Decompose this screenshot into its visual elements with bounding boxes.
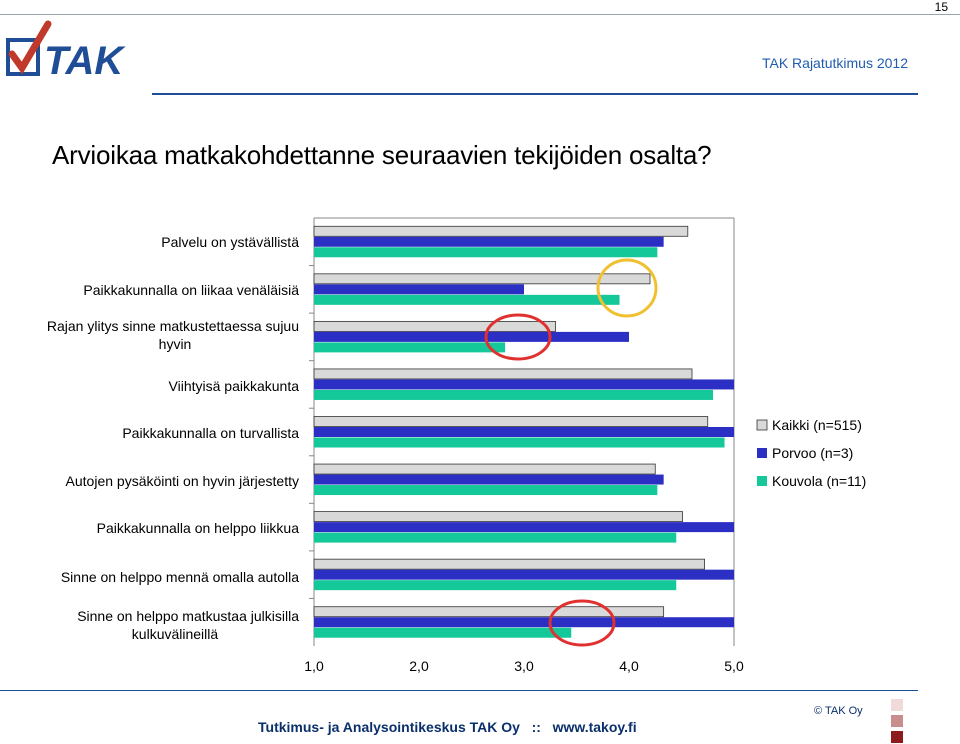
bar-kaikki xyxy=(313,320,556,332)
report-title: TAK Rajatutkimus 2012 xyxy=(761,55,908,71)
bar-kaikki xyxy=(313,558,706,570)
legend-swatch xyxy=(757,476,767,486)
legend-swatch xyxy=(757,448,767,458)
slide-heading: Arvioikaa matkakohdettanne seuraavien te… xyxy=(52,140,712,170)
bar-kouvola xyxy=(314,342,506,353)
bar-kouvola xyxy=(314,627,572,638)
bar-kaikki xyxy=(313,273,651,285)
category-label: Sinne on helppo matkustaa julkisilla kulk… xyxy=(77,608,299,642)
bar-kouvola xyxy=(314,580,677,591)
legend-label: Kouvola (n=11) xyxy=(772,473,866,489)
bar-porvoo xyxy=(314,617,734,628)
footer-org: Tutkimus- ja Analysointikeskus TAK Oy ::… xyxy=(258,719,637,735)
header-top-rule xyxy=(0,14,960,15)
bar-porvoo xyxy=(314,379,734,390)
header-rule xyxy=(152,93,918,95)
bar-kaikki xyxy=(313,368,693,380)
bar-kouvola xyxy=(314,437,725,448)
legend-swatch xyxy=(756,419,768,431)
bar-kouvola xyxy=(314,389,713,400)
bar-kouvola xyxy=(314,294,620,305)
legend-label: Porvoo (n=3) xyxy=(772,445,853,461)
bar-porvoo xyxy=(314,569,734,580)
category-label: Palvelu on ystävällistä xyxy=(161,234,299,250)
legend-label: Kaikki (n=515) xyxy=(772,417,862,433)
bar-kaikki xyxy=(313,511,683,523)
annotation-circle xyxy=(548,599,616,647)
tak-logo: TAK xyxy=(6,20,126,80)
category-label: Paikkakunnalla on turvallista xyxy=(122,425,299,441)
decor-square-dark xyxy=(891,731,903,743)
category-label: Autojen pysäköinti on hyvin järjestetty xyxy=(66,473,299,489)
annotation-circle xyxy=(596,258,658,318)
x-tick-label: 3,0 xyxy=(514,658,534,674)
decor-square-light xyxy=(891,699,903,711)
bar-kaikki xyxy=(313,463,656,475)
svg-text:TAK: TAK xyxy=(44,39,126,80)
bar-porvoo xyxy=(314,474,664,485)
decor-square-mid xyxy=(891,715,903,727)
annotation-circle xyxy=(484,313,552,361)
category-label: Rajan ylitys sinne matkustettaessa sujuu… xyxy=(47,318,299,352)
bar-kouvola xyxy=(314,485,658,496)
x-tick-label: 5,0 xyxy=(724,658,744,674)
copyright: © TAK Oy xyxy=(814,705,863,717)
footer-rule xyxy=(0,690,918,691)
bar-kaikki xyxy=(313,416,709,427)
bar-porvoo xyxy=(314,236,664,247)
x-tick-label: 2,0 xyxy=(409,658,429,674)
x-tick-label: 1,0 xyxy=(304,658,324,674)
bar-porvoo xyxy=(314,427,734,437)
bar-porvoo xyxy=(314,284,524,295)
category-label: Paikkakunnalla on liikaa venäläisiä xyxy=(83,282,299,298)
bar-porvoo xyxy=(314,331,629,342)
bar-kaikki xyxy=(313,606,665,618)
category-label: Sinne on helppo mennä omalla autolla xyxy=(61,569,299,585)
bar-kouvola xyxy=(314,247,658,258)
category-label: Viihtyisä paikkakunta xyxy=(169,378,300,394)
x-tick-label: 4,0 xyxy=(619,658,639,674)
bar-porvoo xyxy=(314,522,734,533)
page-number: 15 xyxy=(934,0,948,14)
category-label: Paikkakunnalla on helppo liikkua xyxy=(97,520,300,536)
bar-kouvola xyxy=(314,532,677,543)
bar-kaikki xyxy=(313,225,689,237)
